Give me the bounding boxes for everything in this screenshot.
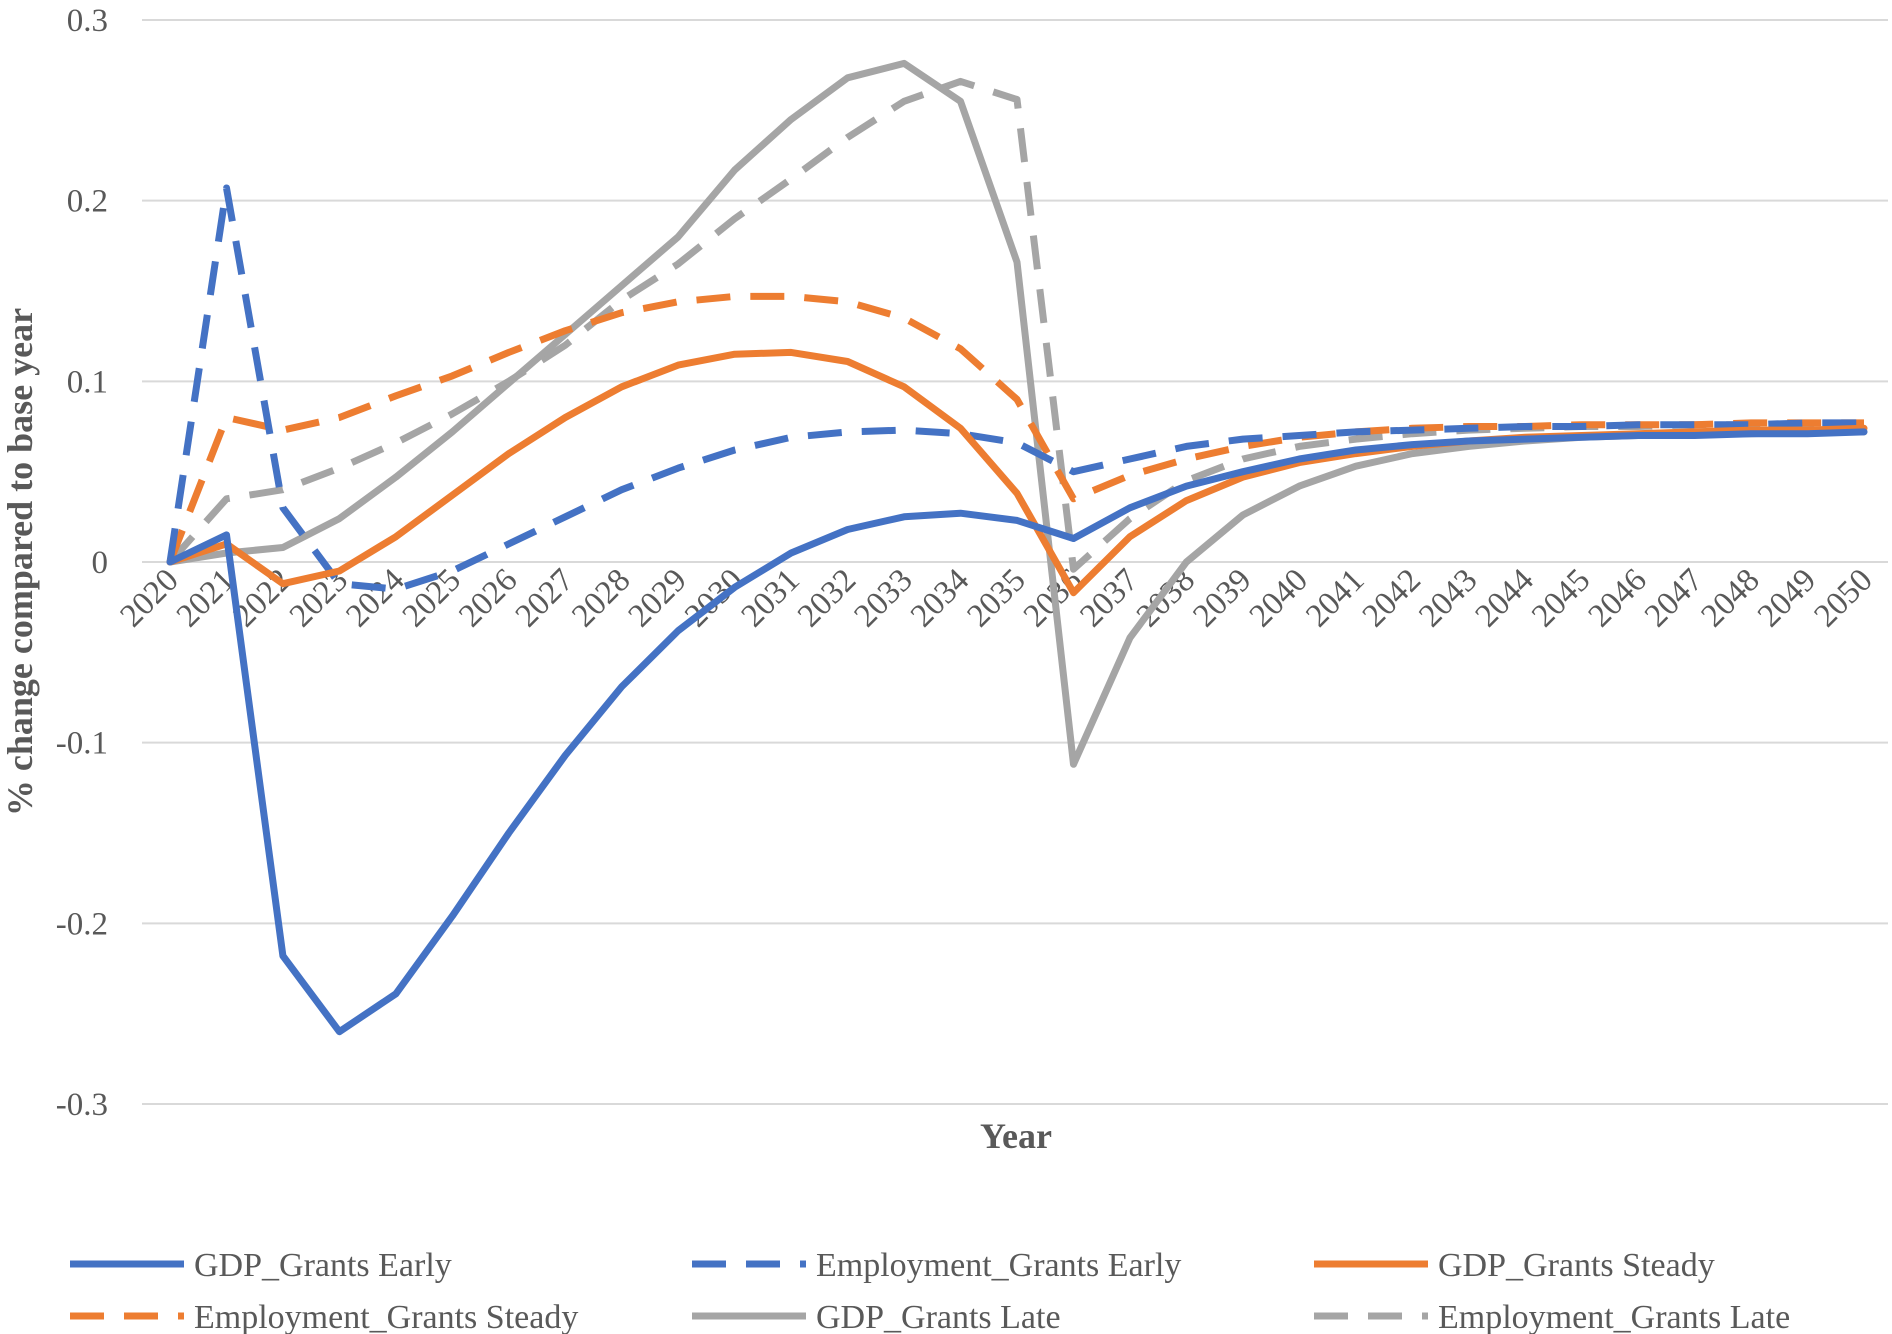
y-axis-title: % change compared to base year <box>0 308 40 816</box>
x-tick-label: 2045 <box>1525 562 1597 634</box>
x-tick-label: 2043 <box>1412 562 1484 634</box>
series-line-gdp-grants-late <box>166 59 1868 768</box>
y-tick-label: -0.1 <box>56 726 108 762</box>
legend-label: GDP_Grants Late <box>816 1299 1061 1334</box>
y-tick-label: 0.2 <box>67 184 108 220</box>
y-axis-ticks: 0.3 0.2 0.1 0 -0.1 -0.2 -0.3 <box>56 3 108 1123</box>
legend: GDP_Grants Early Employment_Grants Early G… <box>70 1247 1790 1334</box>
x-tick-label: 2034 <box>904 562 976 634</box>
x-tick-label: 2026 <box>452 562 524 634</box>
series-line-employment-grants-early <box>166 184 1864 593</box>
series-line-gdp-grants-early <box>166 428 1868 1036</box>
y-tick-label: 0.1 <box>67 364 108 400</box>
series-lines <box>166 59 1868 1036</box>
legend-label: GDP_Grants Steady <box>1438 1247 1715 1284</box>
x-tick-label: 2047 <box>1638 562 1710 634</box>
x-tick-label: 2020 <box>114 562 186 634</box>
x-tick-label: 2024 <box>339 562 411 634</box>
x-axis-ticks: 2020202120222023202420252026202720282029… <box>114 562 1880 634</box>
x-tick-label: 2032 <box>791 562 863 634</box>
x-axis-title: Year <box>980 1116 1052 1156</box>
y-tick-label: -0.3 <box>56 1087 108 1123</box>
x-tick-label: 2039 <box>1186 562 1258 634</box>
series-line-gdp-grants-steady <box>166 348 1868 597</box>
y-tick-label: -0.2 <box>56 906 108 942</box>
x-tick-label: 2037 <box>1073 562 1145 634</box>
x-tick-label: 2040 <box>1243 562 1315 634</box>
x-tick-label: 2048 <box>1695 562 1767 634</box>
x-tick-label: 2031 <box>735 562 807 634</box>
x-tick-label: 2046 <box>1582 562 1654 634</box>
x-tick-label: 2041 <box>1299 562 1371 634</box>
gridlines <box>142 19 1888 1105</box>
x-tick-label: 2042 <box>1356 562 1428 634</box>
legend-label: Employment_Grants Late <box>1438 1299 1790 1334</box>
x-tick-label: 2033 <box>848 562 920 634</box>
y-tick-label: 0 <box>92 545 109 581</box>
legend-label: Employment_Grants Steady <box>194 1299 578 1334</box>
legend-label: GDP_Grants Early <box>194 1247 452 1284</box>
x-tick-label: 2049 <box>1751 562 1823 634</box>
x-tick-label: 2050 <box>1808 562 1880 634</box>
x-tick-label: 2044 <box>1469 562 1541 634</box>
x-tick-label: 2028 <box>565 562 637 634</box>
legend-label: Employment_Grants Early <box>816 1247 1181 1284</box>
x-tick-label: 2025 <box>396 562 468 634</box>
x-tick-label: 2035 <box>961 562 1033 634</box>
y-tick-label: 0.3 <box>67 3 108 39</box>
x-tick-label: 2027 <box>509 562 581 634</box>
